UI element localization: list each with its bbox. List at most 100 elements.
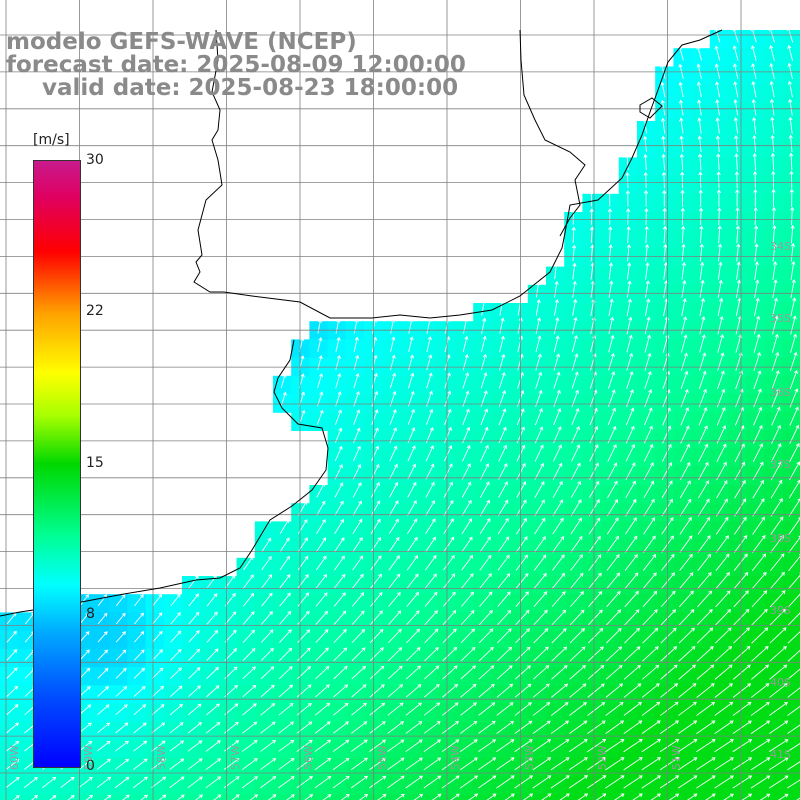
wind-arrow-head (717, 225, 722, 230)
wind-arrow-shaft (370, 574, 382, 589)
wind-arrow-head (455, 775, 460, 780)
wind-arrow-head (579, 554, 583, 559)
wind-arrow-shaft (133, 649, 145, 661)
wind-arrow-head (319, 391, 324, 396)
wind-arrow-head (580, 609, 585, 614)
wind-arrow-head (783, 683, 788, 687)
wind-arrow-head (753, 189, 758, 193)
wind-arrow-head (355, 391, 360, 396)
wind-arrow-head (290, 739, 295, 744)
wind-arrow-head (607, 208, 613, 212)
wind-arrow-shaft (387, 775, 405, 789)
wind-arrow-head (760, 498, 765, 503)
wind-arrow-head (773, 279, 778, 284)
wind-arrow-head (742, 498, 747, 503)
wind-arrow-shaft (787, 668, 800, 680)
wind-arrow-head (252, 703, 257, 707)
wind-arrow-shaft (158, 794, 166, 800)
wind-arrow-shaft (315, 537, 326, 553)
wind-arrow-shaft (351, 592, 364, 607)
wind-arrow-head (428, 354, 433, 359)
wind-arrow-head (214, 648, 219, 653)
wind-arrow-shaft (752, 81, 757, 98)
wind-arrow-shaft (499, 300, 504, 316)
wind-arrow-shaft (587, 628, 603, 644)
wind-arrow-head (486, 518, 491, 522)
wind-arrow-shaft (697, 517, 710, 535)
wind-arrow-head (791, 261, 796, 265)
wind-arrow-shaft (643, 517, 655, 535)
wind-arrow-head (687, 498, 692, 503)
wind-arrow-head (625, 189, 630, 194)
wind-arrow-shaft (260, 703, 275, 716)
wind-arrow-shaft (442, 628, 457, 644)
wind-arrow-shaft (498, 481, 508, 498)
wind-arrow-head (451, 554, 455, 559)
wind-arrow-shaft (697, 46, 703, 61)
wind-arrow-shaft (426, 354, 432, 371)
wind-arrow-head (698, 189, 703, 194)
wind-arrow-head (491, 702, 496, 707)
wind-arrow-shaft (753, 135, 757, 153)
wind-arrow-shaft (552, 445, 562, 462)
wind-arrow-head (683, 352, 688, 357)
wind-arrow-head (447, 408, 452, 413)
wind-arrow-head (597, 554, 602, 559)
wind-arrow-shaft (626, 371, 633, 389)
wind-arrow-head (576, 462, 581, 467)
wind-arrow-shaft (315, 666, 330, 680)
wind-arrow-shaft (753, 298, 759, 317)
wind-arrow-head (178, 685, 183, 690)
wind-arrow-shaft (732, 775, 752, 789)
wind-arrow-shaft (406, 537, 418, 553)
wind-arrow-head (86, 686, 91, 690)
wind-arrow-head (759, 443, 764, 448)
wind-arrow-head (325, 665, 330, 670)
wind-arrow-head (437, 739, 442, 744)
wind-arrow-shaft (514, 702, 532, 716)
wind-arrow-head (756, 352, 761, 357)
wind-arrow-head (410, 372, 415, 377)
wind-arrow-shaft (680, 444, 690, 462)
wind-arrow-shaft (460, 684, 477, 698)
wind-arrow-head (681, 261, 686, 266)
wind-arrow-head (104, 667, 109, 672)
wind-arrow-head (557, 408, 562, 413)
wind-arrow-head (398, 647, 403, 652)
wind-arrow-shaft (151, 722, 165, 734)
wind-arrow-shaft (659, 775, 679, 789)
wind-arrow-head (784, 701, 788, 706)
wind-arrow-head (380, 665, 385, 670)
wind-arrow-head (270, 647, 274, 652)
wind-arrow-head (158, 612, 163, 617)
wind-arrow-head (723, 480, 728, 485)
wind-arrow-shaft (590, 263, 594, 280)
wind-arrow-head (373, 354, 378, 359)
wind-arrow-head (575, 407, 580, 412)
wind-arrow-shaft (608, 245, 612, 262)
wind-arrow-head (631, 444, 636, 449)
wind-arrow-head (700, 261, 705, 266)
wind-arrow-head (342, 610, 347, 615)
wind-arrow-head (303, 519, 308, 524)
wind-arrow-shaft (261, 538, 272, 553)
wind-arrow-head (437, 793, 442, 798)
wind-arrow-head (272, 776, 277, 780)
wind-arrow-head (784, 793, 789, 798)
wind-arrow-head (198, 758, 203, 763)
wind-arrow-head (607, 190, 612, 194)
wind-arrow-head (748, 739, 753, 743)
wind-arrow-shaft (242, 611, 255, 625)
wind-arrow-shaft (97, 649, 108, 661)
wind-arrow-shaft (479, 500, 490, 517)
wind-arrow-shaft (441, 739, 459, 752)
wind-arrow-shaft (570, 536, 583, 553)
wind-arrow-head (729, 793, 734, 798)
wind-speed-cell (182, 794, 201, 800)
wind-arrow-shaft (572, 245, 575, 262)
wind-arrow-shaft (751, 572, 767, 590)
wind-arrow-shaft (678, 590, 694, 608)
wind-arrow-head (213, 574, 217, 579)
wind-arrow-head (354, 336, 359, 341)
wind-arrow-shaft (97, 613, 108, 625)
